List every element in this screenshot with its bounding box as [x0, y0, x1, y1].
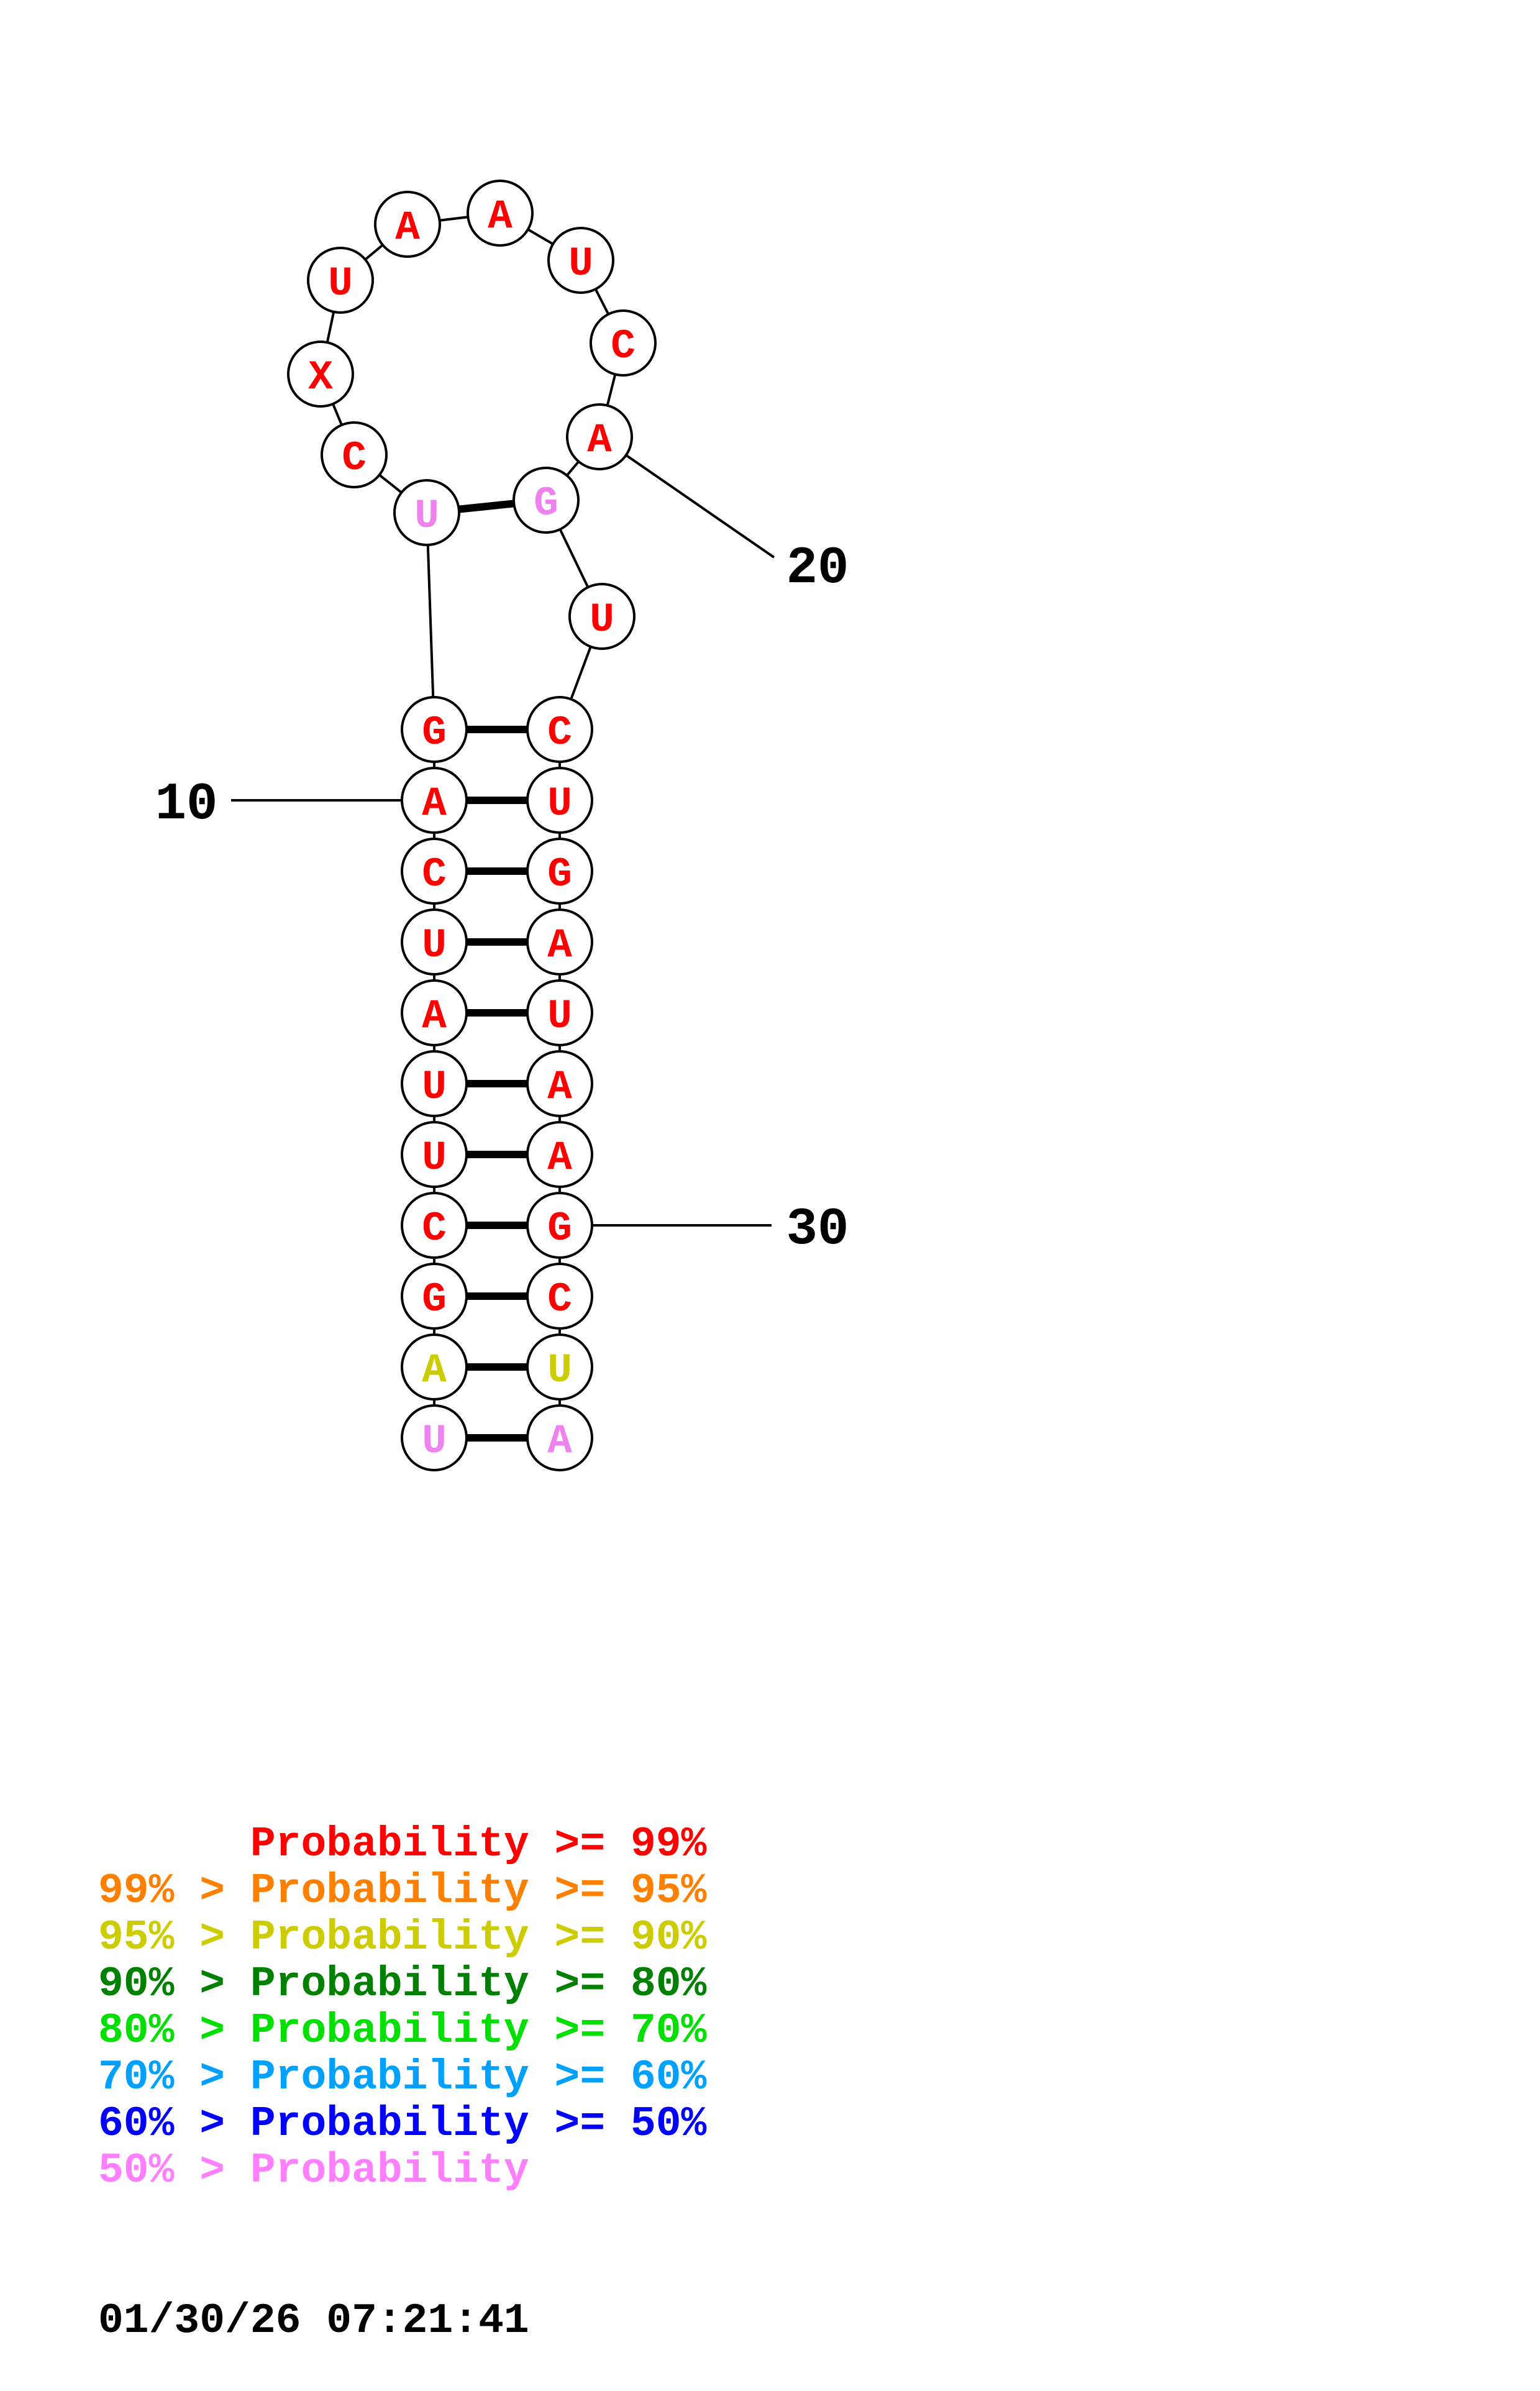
nucleotide-circle-16	[374, 191, 441, 258]
nucleotide-27-U: U	[547, 993, 572, 1040]
legend-row: 60% > Probability >= 50%	[98, 2100, 707, 2148]
nucleotide-33-A: A	[547, 1418, 572, 1465]
nucleotide-14-X: X	[308, 354, 333, 401]
nucleotide-circle-27	[526, 979, 593, 1046]
nucleotide-circle-9	[401, 838, 468, 905]
nucleotide-circle-22	[568, 583, 636, 650]
nucleotide-circle-11	[401, 696, 468, 763]
nucleotide-13-C: C	[342, 435, 367, 482]
nucleotide-2-A: A	[422, 1347, 447, 1394]
nucleotide-29-A: A	[547, 1135, 572, 1181]
nucleotide-7-A: A	[422, 993, 447, 1040]
nucleotide-circle-28	[526, 1050, 593, 1117]
nucleotide-circle-5	[401, 1121, 468, 1188]
nucleotide-circle-24	[526, 767, 593, 834]
nucleotide-circle-29	[526, 1121, 593, 1188]
nucleotide-circle-4	[401, 1192, 468, 1259]
nucleotide-circle-18	[547, 227, 614, 294]
nucleotide-circle-20	[566, 403, 633, 470]
backbone-line	[426, 512, 435, 730]
nucleotide-28-A: A	[547, 1064, 572, 1110]
legend-row: 90% > Probability >= 80%	[98, 1960, 707, 2008]
probability-legend: Probability >= 99% 99% > Probability >= 9…	[98, 1728, 706, 2391]
nucleotide-circle-31	[526, 1263, 593, 1330]
nucleotide-4-C: C	[422, 1205, 447, 1252]
nucleotide-circle-23	[526, 696, 593, 763]
nucleotide-24-U: U	[547, 780, 572, 827]
nucleotide-circle-26	[526, 908, 593, 976]
nucleotide-circle-13	[321, 421, 388, 488]
nucleotide-circle-8	[401, 908, 468, 976]
nucleotide-20-A: A	[587, 417, 612, 464]
nucleotide-circle-3	[401, 1263, 468, 1330]
legend-row: 80% > Probability >= 70%	[98, 2007, 707, 2055]
legend-row: 70% > Probability >= 60%	[98, 2054, 707, 2101]
legend-rows: Probability >= 99% 99% > Probability >= 9…	[98, 1821, 706, 2194]
nucleotide-6-U: U	[422, 1064, 447, 1110]
nucleotide-18-U: U	[568, 240, 593, 287]
number-label-10: 10	[155, 775, 218, 834]
nucleotide-16-A: A	[395, 204, 420, 251]
nucleotide-10-A: A	[422, 780, 447, 827]
nucleotide-8-U: U	[422, 922, 447, 969]
nucleotide-23-C: C	[547, 710, 572, 756]
nucleotide-circle-33	[526, 1404, 593, 1471]
nucleotide-25-G: G	[547, 851, 572, 898]
nucleotide-5-U: U	[422, 1135, 447, 1181]
nucleotide-circle-10	[401, 767, 468, 834]
nucleotide-circle-21	[513, 467, 580, 534]
legend-row: Probability >= 99%	[98, 1821, 707, 1868]
legend-row: 99% > Probability >= 95%	[98, 1867, 707, 1915]
nucleotide-circle-12	[393, 479, 460, 546]
nucleotide-31-C: C	[547, 1276, 572, 1323]
nucleotide-circle-17	[467, 180, 534, 247]
nucleotide-11-G: G	[422, 710, 447, 756]
nucleotide-32-U: U	[547, 1347, 572, 1394]
legend-row: 50% > Probability	[98, 2147, 529, 2195]
nucleotide-circle-32	[526, 1333, 593, 1401]
nucleotide-21-G: G	[534, 480, 558, 527]
timestamp: 01/30/26 07:21:41	[98, 2297, 529, 2345]
nucleotide-3-G: G	[422, 1276, 447, 1323]
nucleotide-9-C: C	[422, 851, 447, 898]
nucleotide-circle-19	[590, 309, 657, 377]
nucleotide-12-U: U	[414, 493, 439, 539]
nucleotide-26-A: A	[547, 922, 572, 969]
number-label-20: 20	[786, 539, 849, 598]
nucleotide-circle-1	[401, 1404, 468, 1471]
nucleotide-30-G: G	[547, 1205, 572, 1252]
nucleotide-circle-15	[307, 247, 374, 314]
number-label-line	[598, 436, 775, 559]
nucleotide-19-C: C	[611, 323, 636, 370]
number-label-30: 30	[786, 1200, 849, 1260]
nucleotide-circle-30	[526, 1192, 593, 1259]
nucleotide-circle-7	[401, 979, 468, 1046]
legend-row: 95% > Probability >= 90%	[98, 1914, 707, 1962]
nucleotide-circle-6	[401, 1050, 468, 1117]
nucleotide-17-A: A	[488, 193, 513, 240]
nucleotide-22-U: U	[590, 597, 614, 643]
nucleotide-1-U: U	[422, 1418, 447, 1465]
nucleotide-15-U: U	[328, 260, 353, 307]
nucleotide-circle-25	[526, 838, 593, 905]
nucleotide-circle-2	[401, 1333, 468, 1401]
nucleotide-circle-14	[287, 341, 354, 408]
